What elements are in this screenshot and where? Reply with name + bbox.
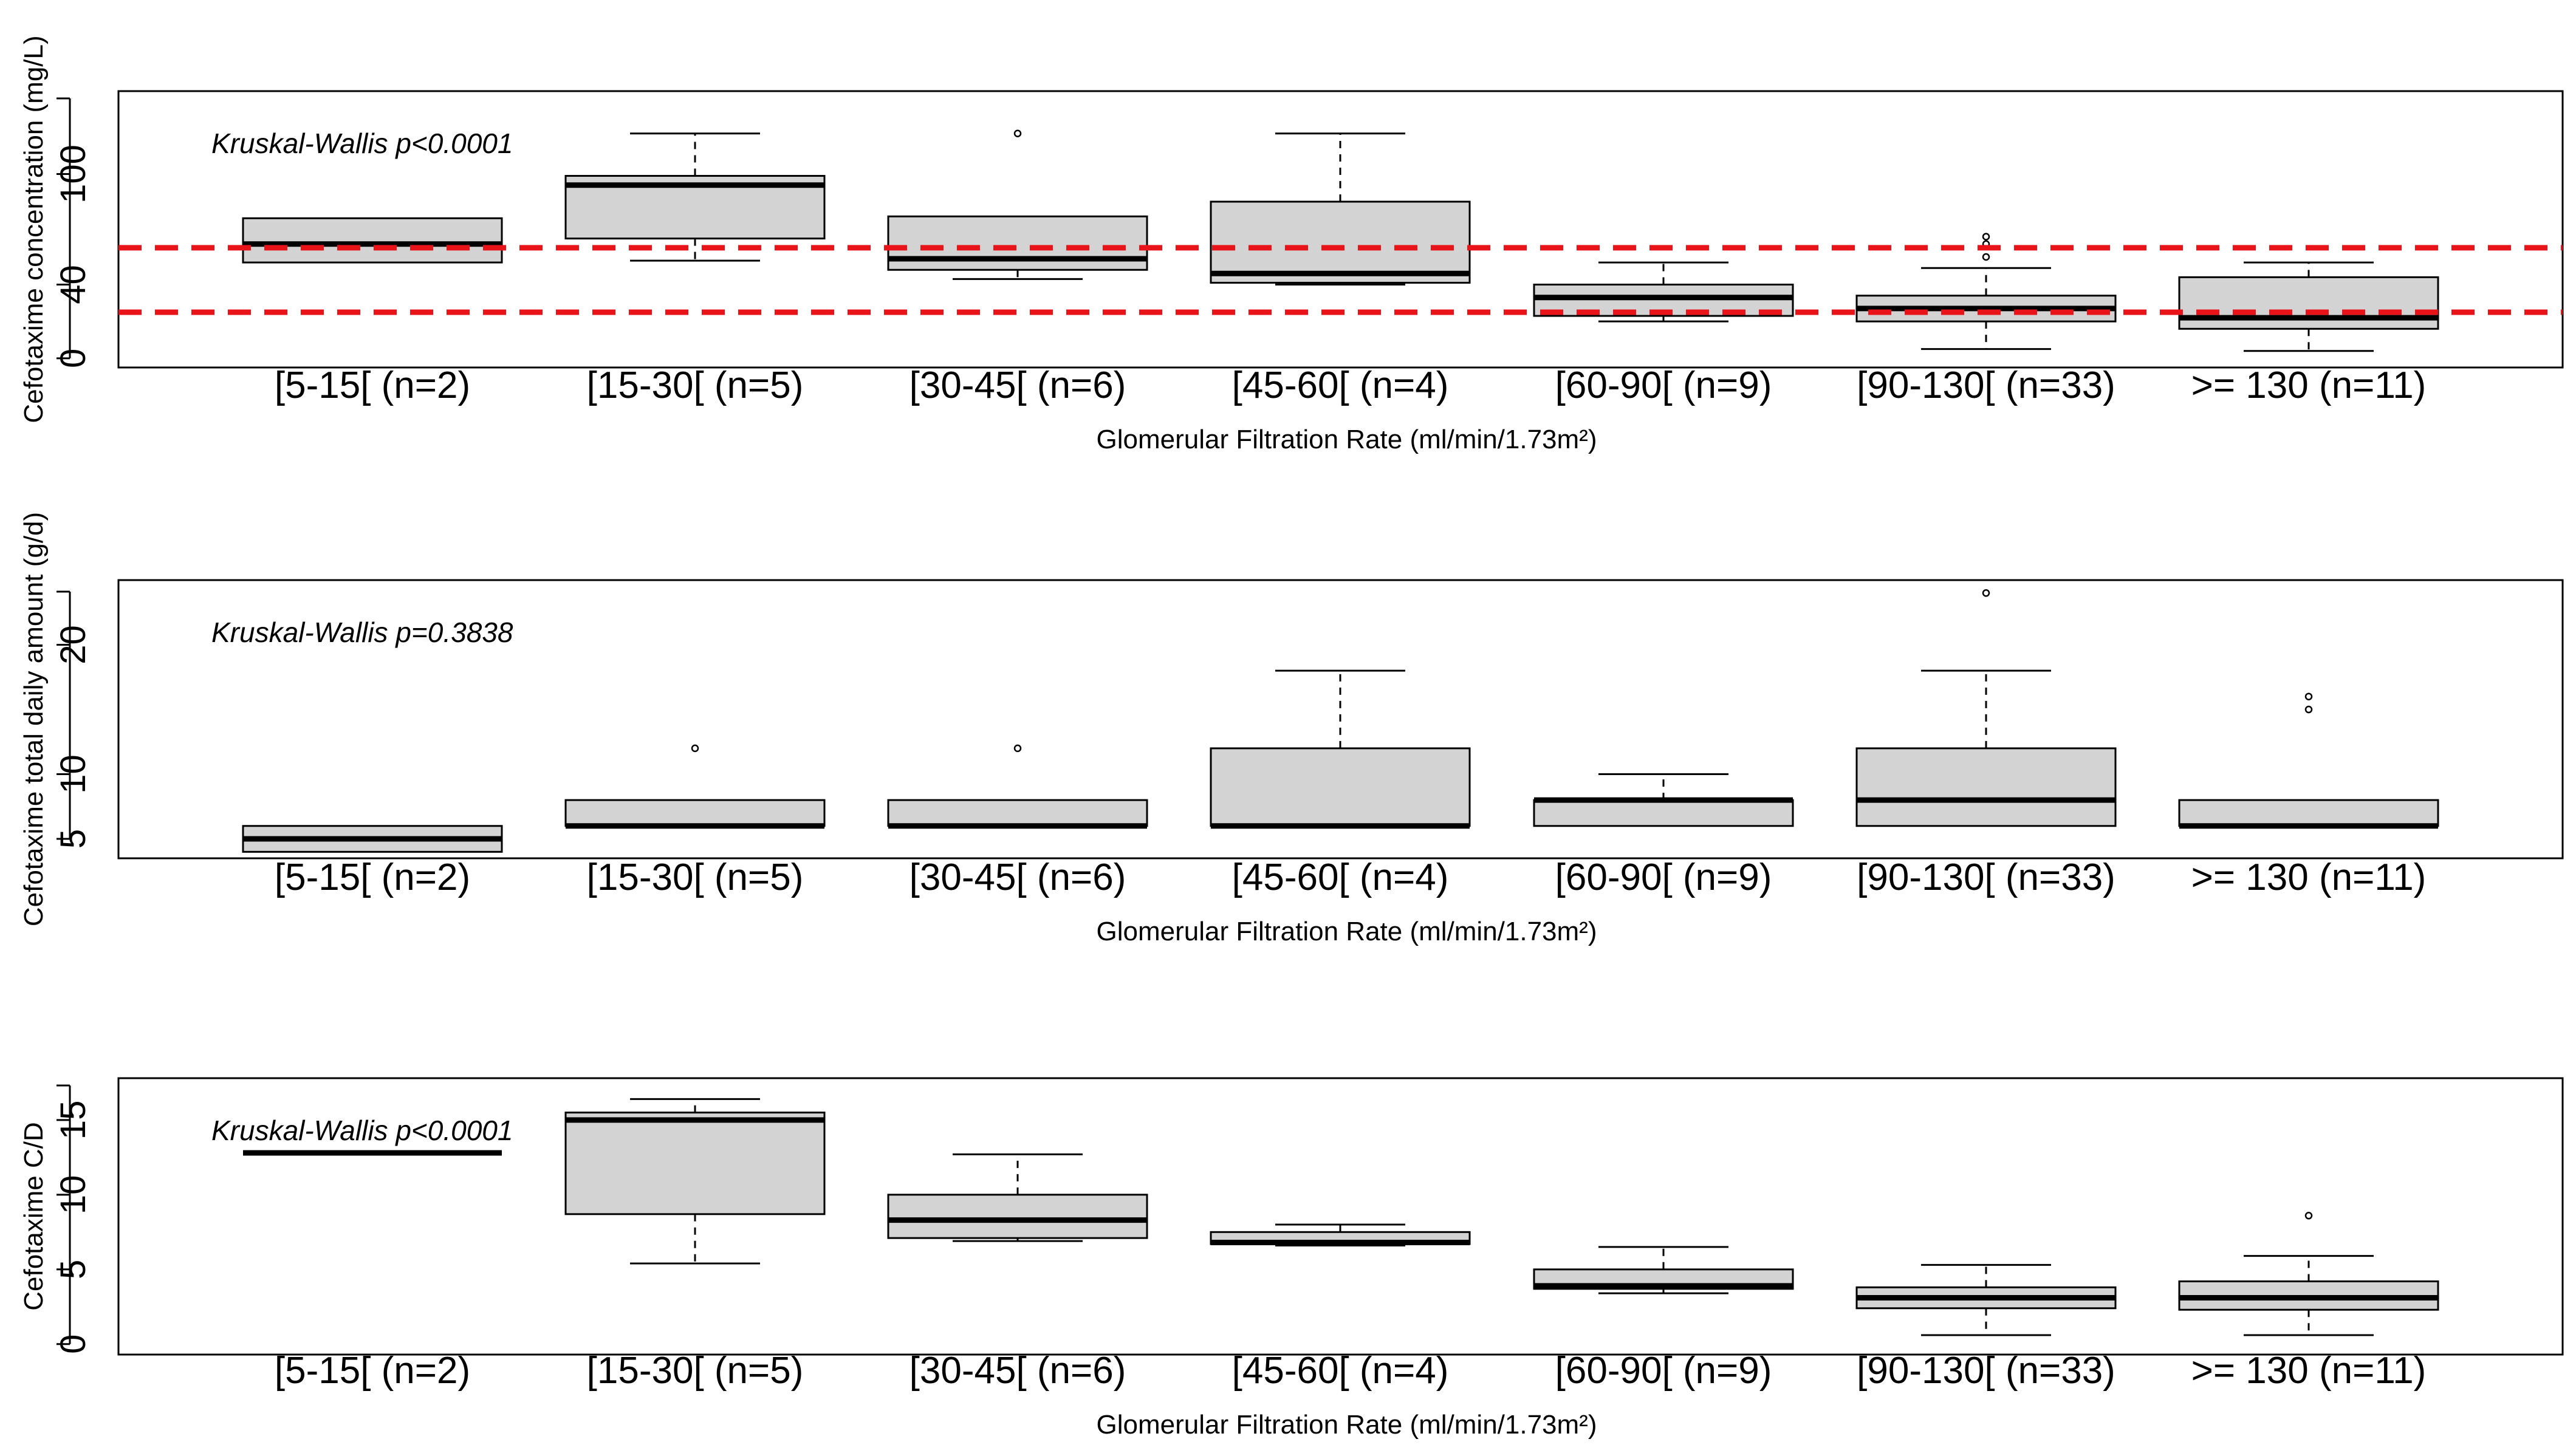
y-tick-label: 10 [53, 754, 93, 794]
box-3 [887, 744, 1148, 829]
iqr-box [1533, 799, 1794, 827]
x-tick-label: [5-15[ (n=2) [275, 856, 470, 898]
box-3 [887, 1153, 1148, 1242]
x-tick-label: [15-30[ (n=5) [587, 1350, 804, 1392]
x-tick-label: [45-60[ (n=4) [1232, 1350, 1449, 1392]
iqr-box [887, 799, 1148, 827]
y-tick-label: 0 [53, 1335, 93, 1354]
iqr-box [887, 1194, 1148, 1239]
iqr-box [1210, 200, 1471, 284]
box-2 [564, 132, 826, 262]
kruskal-wallis-annotation: Kruskal-Wallis p=0.3838 [211, 617, 513, 648]
x-tick-label: >= 130 (n=11) [2191, 1350, 2427, 1392]
x-axis-title: Glomerular Filtration Rate (ml/min/1.73m… [1097, 425, 1597, 454]
box-7 [2178, 1212, 2439, 1336]
x-axis-title: Glomerular Filtration Rate (ml/min/1.73m… [1097, 1410, 1597, 1440]
outlier-point [691, 744, 699, 753]
iqr-box [242, 217, 503, 264]
y-tick-label: 10 [53, 1175, 93, 1215]
x-tick-label: [90-130[ (n=33) [1857, 856, 2115, 898]
x-axis-title: Glomerular Filtration Rate (ml/min/1.73m… [1097, 917, 1597, 946]
plot-frame [117, 90, 2564, 369]
iqr-box [887, 215, 1148, 271]
y-tick-label: 0 [53, 349, 93, 368]
y-tick-label: 40 [53, 265, 93, 304]
x-tick-label: [45-60[ (n=4) [1232, 856, 1449, 898]
outlier-point [1013, 129, 1022, 138]
box-1 [242, 825, 503, 853]
x-tick-label: [60-90[ (n=9) [1555, 364, 1772, 406]
x-tick-label: [60-90[ (n=9) [1555, 856, 1772, 898]
box-5 [1533, 773, 1794, 827]
x-tick-label: [60-90[ (n=9) [1555, 1350, 1772, 1392]
plot-frame [117, 579, 2564, 860]
x-tick-label: [90-130[ (n=33) [1857, 1350, 2115, 1392]
box-1 [242, 217, 503, 264]
box-7 [2178, 692, 2439, 829]
box-5 [1533, 1246, 1794, 1294]
x-tick-label: [5-15[ (n=2) [275, 364, 470, 406]
y-axis-title: Cefotaxime total daily amount (g/d) [19, 512, 49, 926]
outlier-point [1013, 744, 1022, 753]
y-tick-label: 5 [53, 829, 93, 849]
box-2 [564, 1098, 826, 1265]
box-3 [887, 129, 1148, 280]
x-tick-label: [15-30[ (n=5) [587, 364, 804, 406]
kruskal-wallis-annotation: Kruskal-Wallis p<0.0001 [211, 128, 513, 159]
iqr-box [1855, 747, 2117, 827]
outlier-point [2304, 705, 2313, 714]
iqr-box [1210, 747, 1471, 827]
y-axis-title: Cefotaxime concentration (mg/L) [19, 35, 49, 423]
box-4 [1210, 669, 1471, 829]
x-tick-label: [90-130[ (n=33) [1857, 364, 2115, 406]
box-6 [1855, 1263, 2117, 1336]
y-tick-label: 20 [53, 625, 93, 665]
box-6 [1855, 233, 2117, 350]
x-tick-label: >= 130 (n=11) [2191, 856, 2427, 898]
kruskal-wallis-annotation: Kruskal-Wallis p<0.0001 [211, 1115, 513, 1146]
x-tick-label: [30-45[ (n=6) [909, 856, 1126, 898]
y-tick-label: 5 [53, 1260, 93, 1279]
y-axis-title: Cefotaxime C/D [19, 1122, 49, 1311]
x-tick-label: [30-45[ (n=6) [909, 364, 1126, 406]
box-6 [1855, 589, 2117, 827]
x-tick-label: >= 130 (n=11) [2191, 364, 2427, 406]
x-tick-label: [30-45[ (n=6) [909, 1350, 1126, 1392]
x-tick-label: [15-30[ (n=5) [587, 856, 804, 898]
outlier-point [2304, 692, 2313, 700]
x-tick-label: [5-15[ (n=2) [275, 1350, 470, 1392]
outlier-point [1982, 589, 1990, 597]
y-tick-label: 100 [53, 145, 93, 203]
iqr-box [2178, 276, 2439, 330]
plot-frame [117, 1077, 2564, 1356]
box-7 [2178, 261, 2439, 352]
y-tick-label: 15 [53, 1101, 93, 1140]
box-4 [1210, 1223, 1471, 1246]
outlier-point [1982, 253, 1990, 261]
outlier-point [2304, 1212, 2313, 1220]
iqr-box [564, 799, 826, 827]
iqr-box [2178, 799, 2439, 827]
x-tick-label: [45-60[ (n=4) [1232, 364, 1449, 406]
outlier-point [1982, 233, 1990, 241]
iqr-box [564, 1112, 826, 1215]
box-2 [564, 744, 826, 829]
box-4 [1210, 132, 1471, 285]
